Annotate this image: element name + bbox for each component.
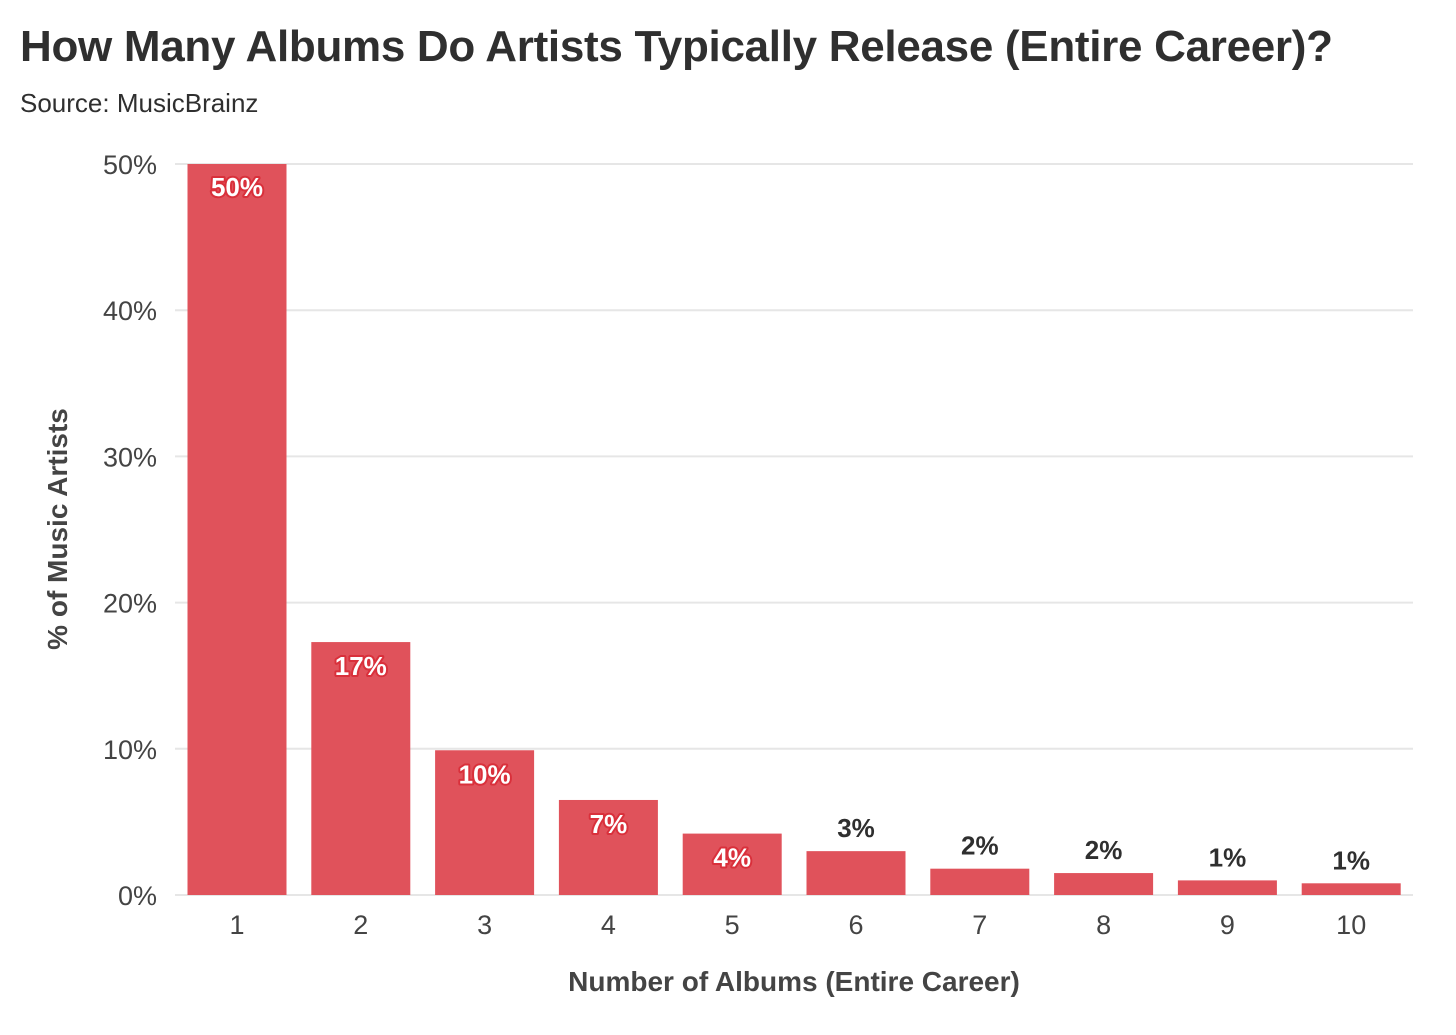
y-tick-label: 50% (103, 150, 157, 180)
x-tick-label: 8 (1096, 910, 1111, 940)
y-tick-label: 0% (118, 881, 157, 911)
data-label: 50% (211, 172, 263, 202)
x-tick-label: 6 (848, 910, 863, 940)
data-label: 17% (335, 651, 387, 681)
bar-8 (1054, 873, 1154, 895)
bar-3 (435, 750, 535, 895)
data-label: 1% (1209, 842, 1247, 872)
chart-subtitle: Source: MusicBrainz (20, 88, 259, 118)
x-axis-label: Number of Albums (Entire Career) (568, 966, 1020, 997)
y-tick-label: 40% (103, 296, 157, 326)
y-tick-label: 10% (103, 735, 157, 765)
data-label: 4% (713, 843, 751, 873)
x-tick-label: 4 (601, 910, 616, 940)
bar-5 (682, 833, 782, 895)
bar-4 (558, 799, 658, 895)
y-tick-label: 30% (103, 442, 157, 472)
bar-6 (806, 851, 906, 895)
chart-title: How Many Albums Do Artists Typically Rel… (20, 22, 1333, 71)
data-label: 1% (1332, 845, 1370, 875)
x-tick-label: 10 (1336, 910, 1366, 940)
x-tick-label: 9 (1220, 910, 1235, 940)
bar-1 (187, 164, 287, 895)
data-label: 10% (459, 759, 511, 789)
data-label: 2% (1085, 835, 1123, 865)
x-tick-label: 1 (229, 910, 244, 940)
bar-10 (1301, 883, 1401, 895)
x-tick-label: 7 (972, 910, 987, 940)
x-tick-label: 5 (725, 910, 740, 940)
data-label: 7% (590, 809, 628, 839)
y-tick-label: 20% (103, 589, 157, 619)
data-label: 3% (837, 813, 875, 843)
bar-9 (1177, 880, 1277, 895)
y-axis-label: % of Music Artists (42, 408, 73, 650)
bar-7 (930, 868, 1030, 895)
data-label: 2% (961, 831, 999, 861)
x-tick-label: 2 (353, 910, 368, 940)
x-tick-label: 3 (477, 910, 492, 940)
bar-2 (311, 642, 411, 895)
